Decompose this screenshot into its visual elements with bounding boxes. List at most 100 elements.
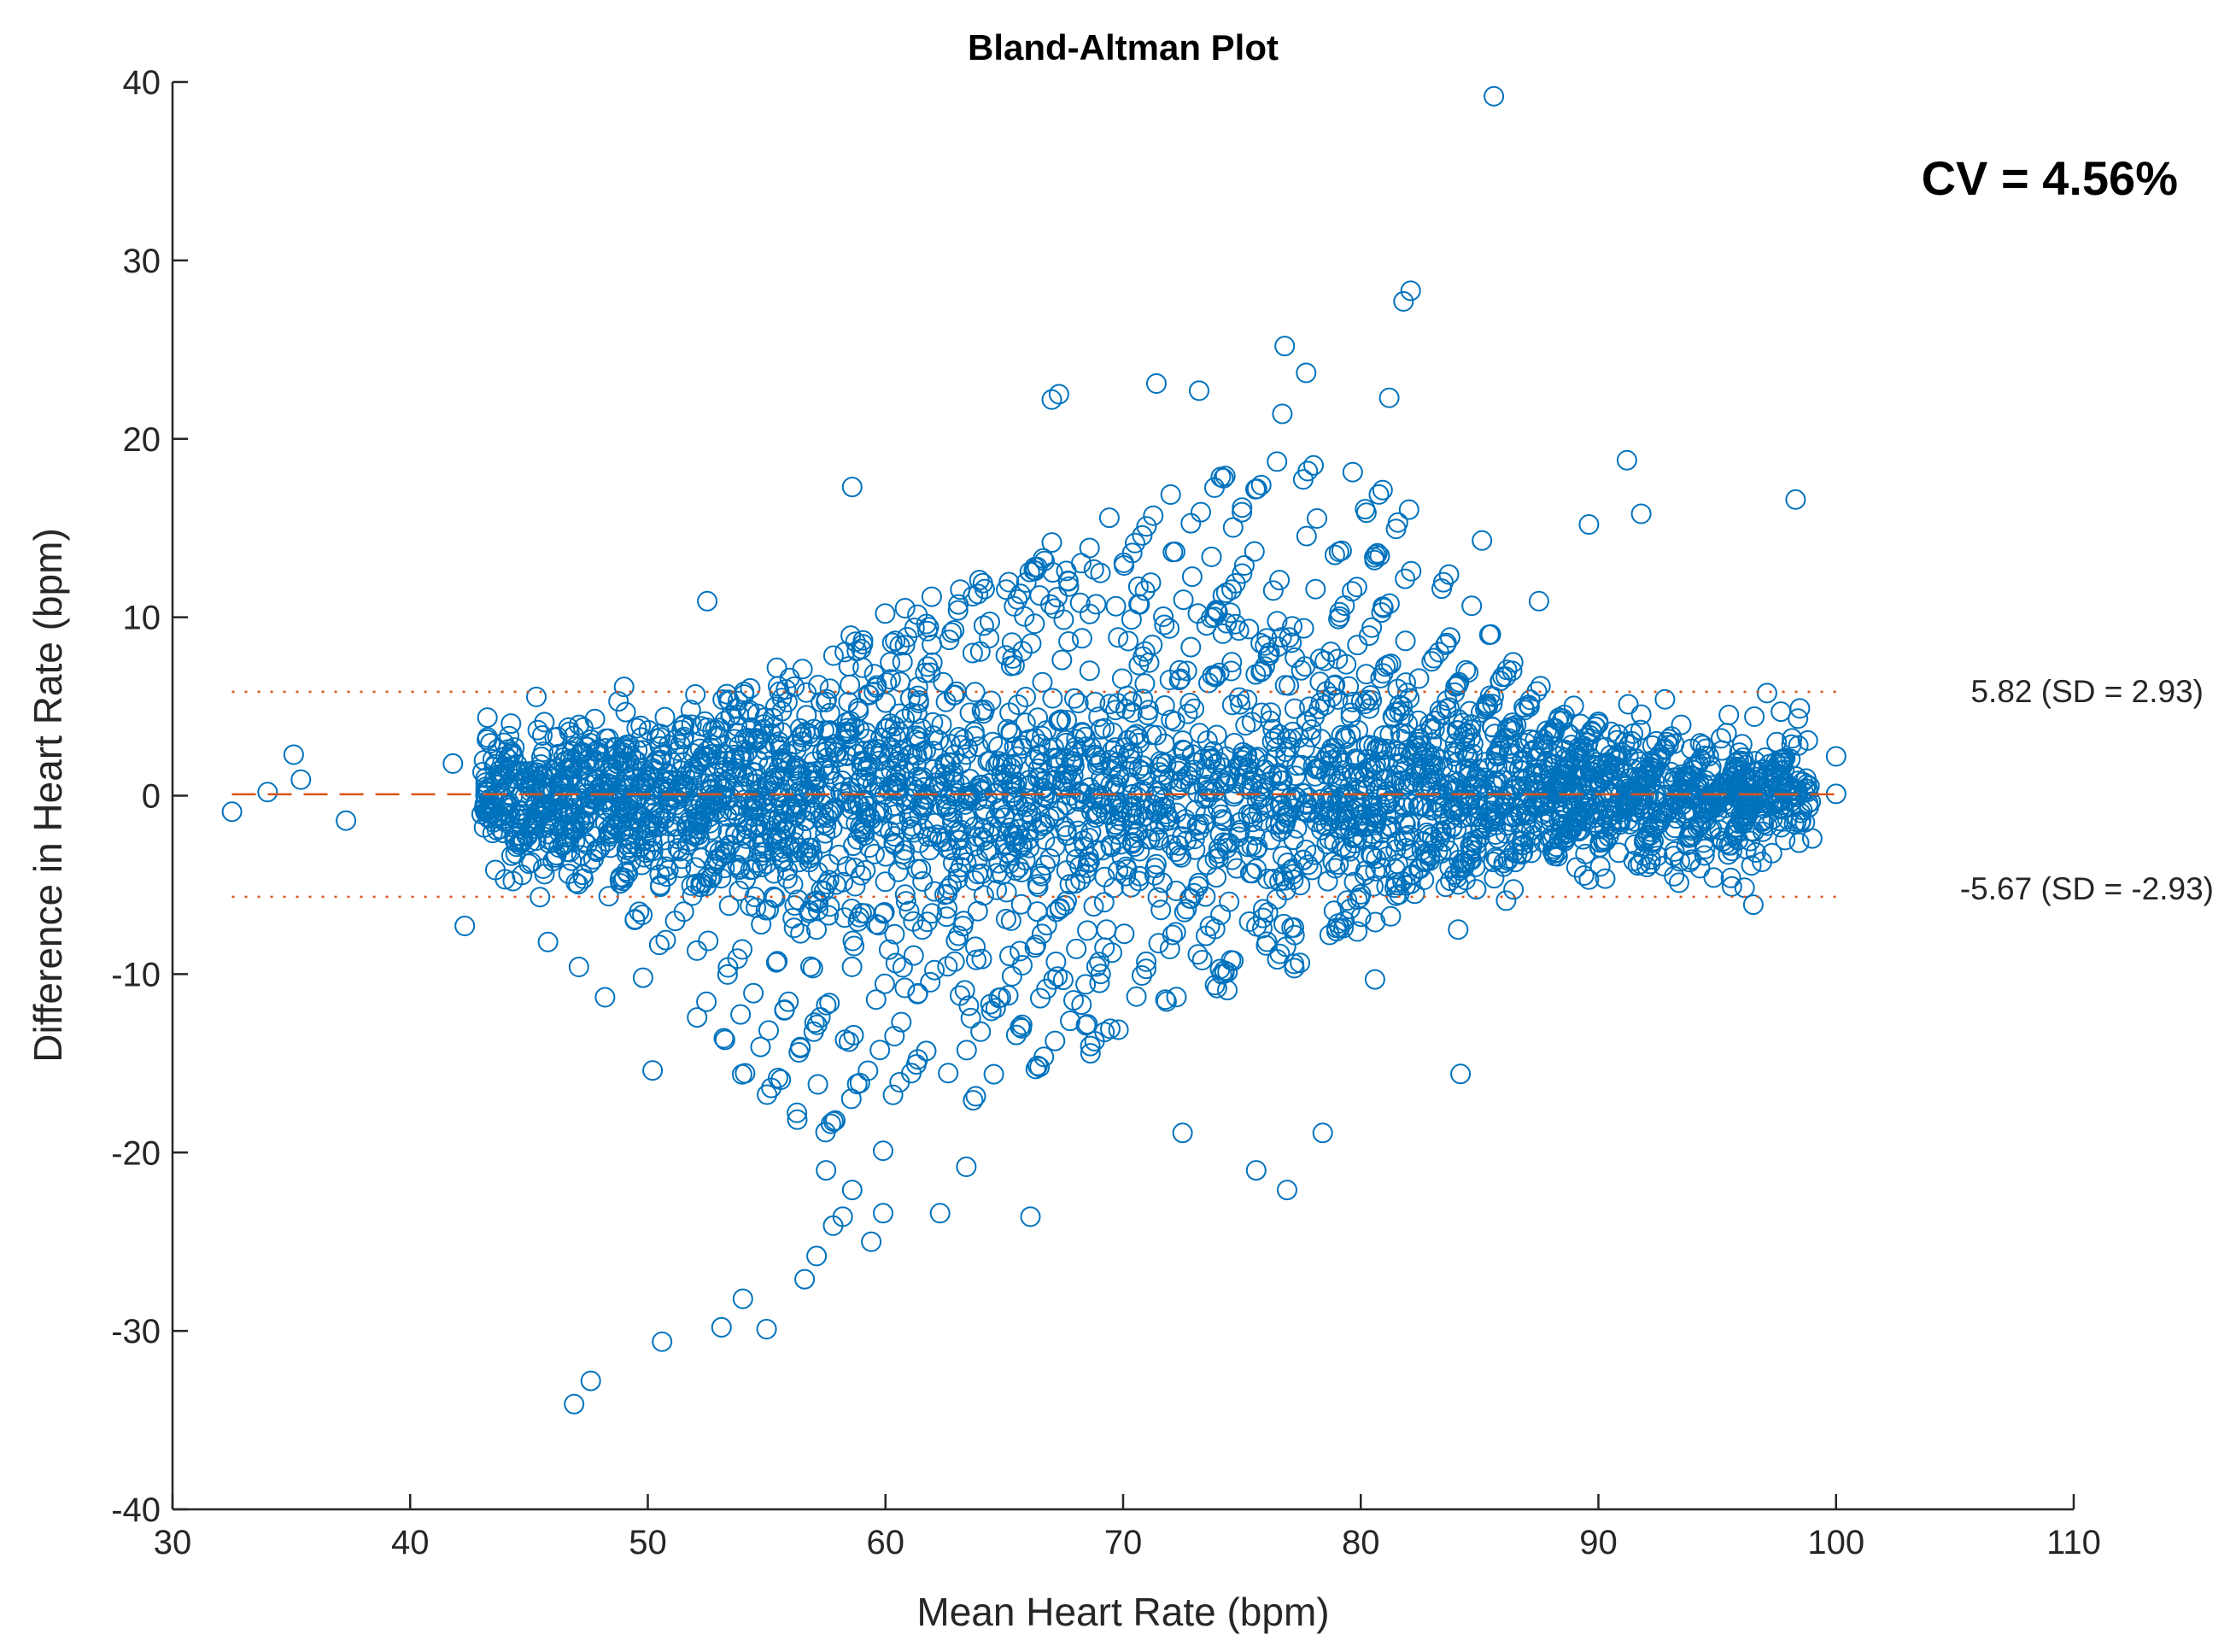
data-point <box>1400 280 1421 302</box>
data-point <box>1042 688 1063 709</box>
data-point <box>767 951 788 972</box>
data-point <box>1010 1016 1031 1038</box>
data-point <box>1129 841 1150 862</box>
data-point <box>864 803 886 824</box>
data-point <box>758 899 779 921</box>
data-point <box>1460 719 1481 741</box>
data-point <box>1085 691 1106 712</box>
data-point <box>1608 842 1630 864</box>
data-point <box>857 684 879 705</box>
data-point <box>875 603 896 624</box>
data-point <box>714 1029 735 1051</box>
data-point <box>1364 547 1385 568</box>
data-point <box>1274 675 1296 696</box>
data-point <box>834 641 856 663</box>
data-point <box>650 875 670 896</box>
data-point <box>1303 454 1324 476</box>
data-point <box>1695 738 1717 759</box>
data-point <box>1272 846 1293 867</box>
data-point <box>1671 779 1692 800</box>
data-point <box>963 721 985 742</box>
data-point <box>1012 955 1033 975</box>
data-point <box>1689 815 1710 836</box>
data-point <box>985 998 1006 1019</box>
data-point <box>894 884 916 905</box>
data-point <box>732 1288 753 1309</box>
data-point <box>1049 899 1070 920</box>
data-point <box>1061 751 1082 772</box>
data-point <box>1280 859 1302 881</box>
data-point <box>992 772 1014 794</box>
data-point <box>788 837 810 858</box>
data-point <box>1230 694 1251 715</box>
data-point <box>1086 594 1107 615</box>
data-point <box>1133 646 1154 667</box>
data-point <box>678 811 699 832</box>
x-tick-label: 60 <box>867 1524 905 1561</box>
data-point <box>1538 724 1560 745</box>
data-point <box>936 906 957 928</box>
data-point <box>1027 1055 1048 1076</box>
data-point <box>1376 847 1397 867</box>
data-point <box>1386 831 1408 852</box>
data-point <box>1711 782 1732 803</box>
data-point <box>988 852 1010 874</box>
data-point <box>1612 801 1633 823</box>
data-point <box>1010 893 1032 915</box>
data-point <box>1457 723 1478 743</box>
data-point <box>336 810 357 831</box>
data-point <box>765 952 787 973</box>
data-point <box>1035 854 1056 876</box>
data-point <box>1191 501 1211 523</box>
data-point <box>1532 795 1554 817</box>
data-point <box>1519 832 1541 853</box>
data-point <box>1642 752 1664 773</box>
data-point <box>1103 877 1124 899</box>
data-point <box>1169 777 1191 799</box>
data-point <box>1554 830 1575 852</box>
data-point <box>1761 842 1782 864</box>
data-point <box>1017 822 1039 843</box>
data-point <box>750 1036 771 1057</box>
data-point <box>257 782 278 803</box>
data-point <box>1627 855 1648 876</box>
data-point <box>784 676 805 697</box>
data-point <box>612 744 633 765</box>
data-point <box>1797 729 1818 751</box>
data-point <box>934 765 956 787</box>
data-point <box>723 729 745 750</box>
data-point <box>1024 749 1045 770</box>
data-point <box>1079 537 1100 559</box>
data-point <box>499 725 520 747</box>
data-point <box>1637 825 1659 846</box>
data-point <box>568 957 589 977</box>
data-point <box>598 886 619 907</box>
data-point <box>1775 829 1796 851</box>
data-point <box>1191 950 1213 970</box>
data-point <box>948 594 969 615</box>
data-point <box>967 864 988 885</box>
data-point <box>1744 706 1765 727</box>
data-point <box>1771 701 1792 723</box>
data-point <box>1128 759 1150 780</box>
data-point <box>869 1040 891 1061</box>
data-point <box>861 1231 882 1252</box>
data-point <box>860 808 881 829</box>
data-point <box>1115 699 1136 719</box>
data-point <box>1329 601 1350 623</box>
data-point <box>1483 852 1504 873</box>
data-point <box>1450 1063 1472 1085</box>
data-point <box>1417 814 1438 835</box>
data-point <box>1068 781 1090 802</box>
y-tick-label: -40 <box>111 1491 161 1529</box>
data-point <box>524 808 546 829</box>
data-point <box>1279 627 1300 648</box>
data-point <box>1220 602 1241 624</box>
data-point <box>818 905 840 926</box>
data-point <box>816 747 838 769</box>
data-point <box>1766 731 1788 753</box>
data-point <box>846 743 868 764</box>
data-point <box>564 798 585 819</box>
data-point <box>943 762 964 783</box>
data-point <box>1098 507 1120 529</box>
